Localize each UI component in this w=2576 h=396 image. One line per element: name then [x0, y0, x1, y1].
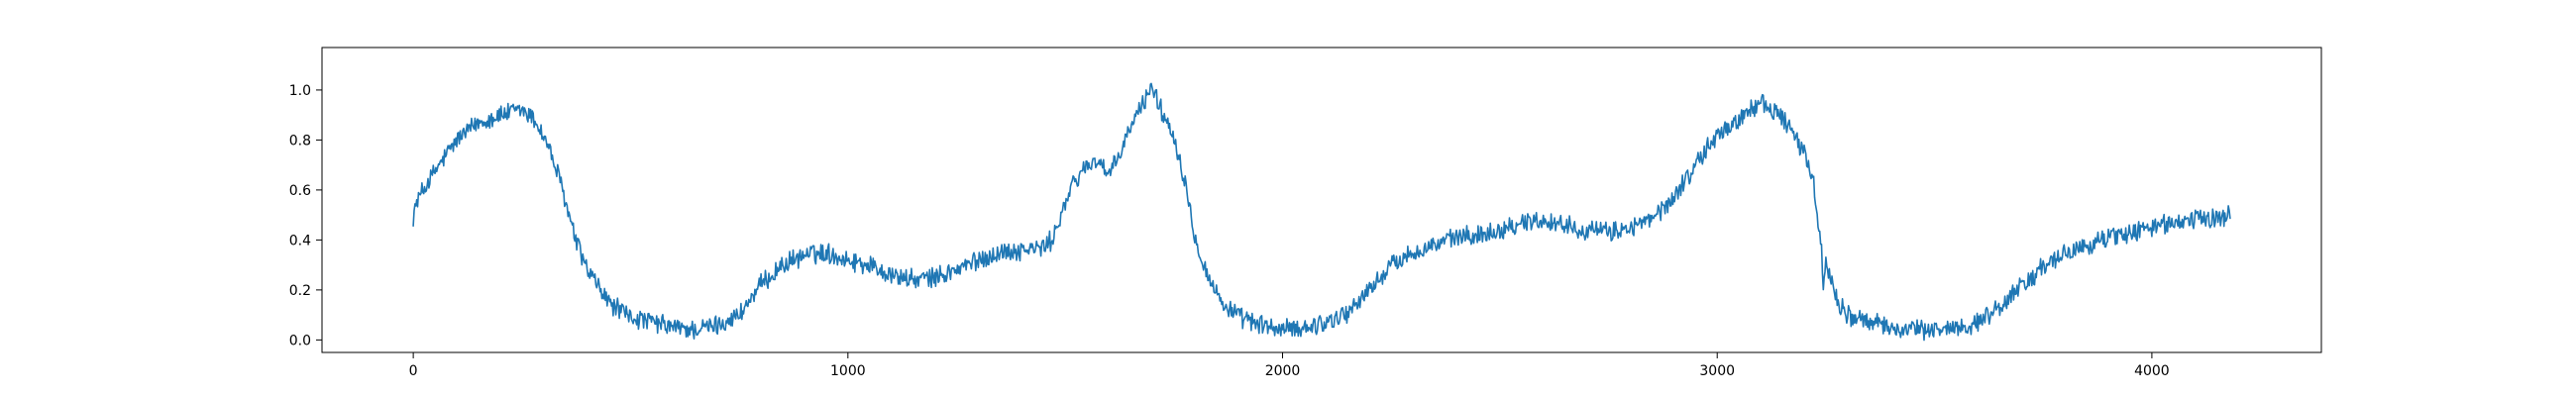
- axes-frame: [321, 47, 2322, 353]
- y-tick-label: 0.8: [289, 133, 311, 148]
- y-axis: 0.0 0.2 0.4 0.6 0.8 1.0: [289, 83, 322, 348]
- series-line-0: [412, 82, 2231, 342]
- x-tick-label: 2000: [1265, 363, 1301, 379]
- x-tick-label: 1000: [830, 363, 866, 379]
- x-tick-label: 4000: [2134, 363, 2170, 379]
- y-tick-label: 0.4: [289, 233, 311, 248]
- y-tick-label: 1.0: [289, 83, 311, 99]
- x-axis: 0 1000 2000 3000 4000: [409, 352, 2170, 379]
- x-tick-label: 3000: [1699, 363, 1735, 379]
- x-tick-label: 0: [409, 363, 418, 379]
- y-tick-label: 0.0: [289, 333, 311, 348]
- y-tick-label: 0.2: [289, 283, 311, 299]
- y-tick-label: 0.6: [289, 183, 311, 199]
- series-layer: [412, 82, 2231, 342]
